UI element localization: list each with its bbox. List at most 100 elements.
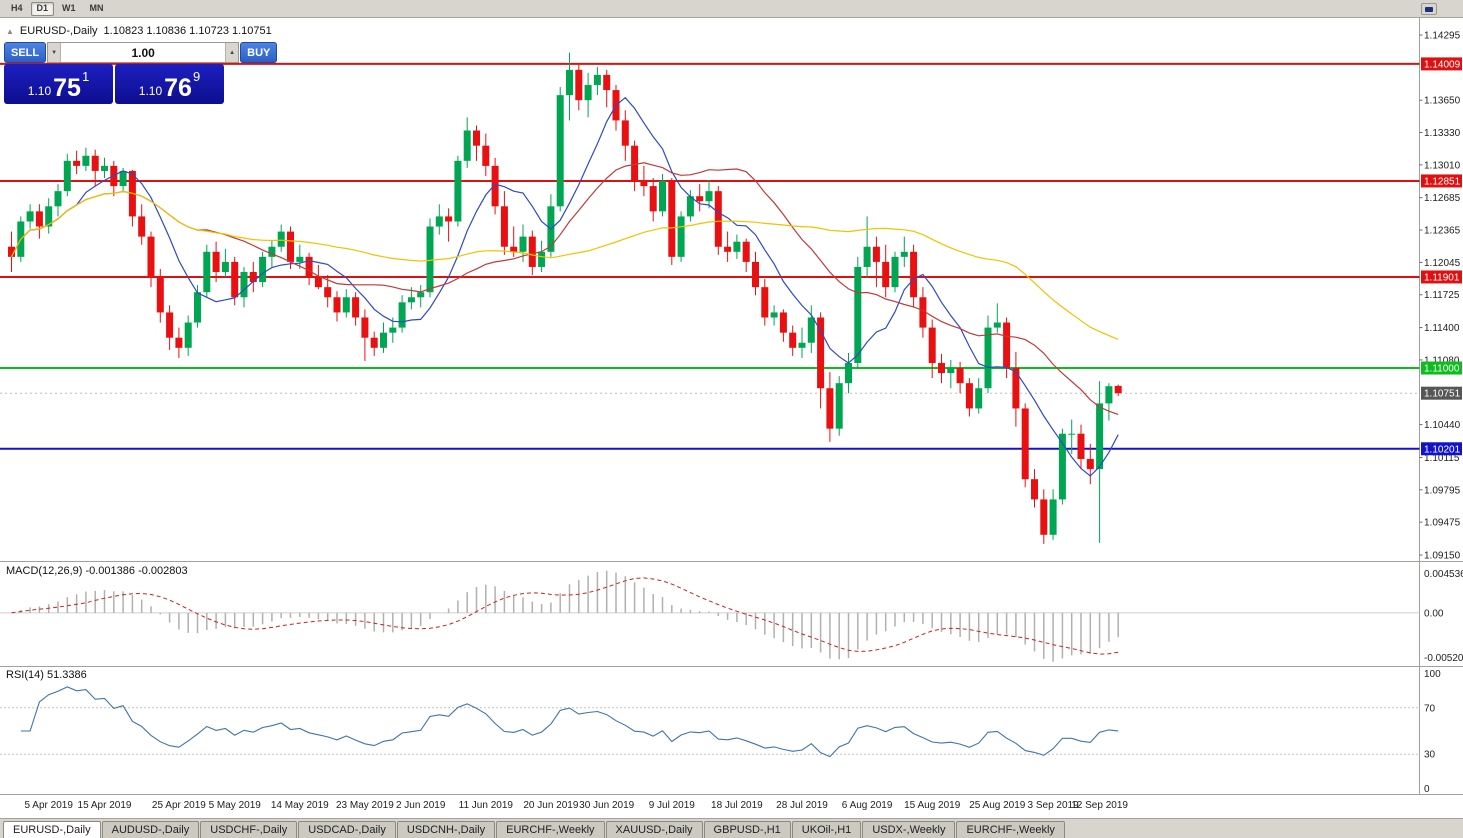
candle-body [826,388,834,429]
chart-tab-eurusd-daily[interactable]: EURUSD-,Daily [3,821,101,838]
candle-body [417,292,425,298]
price-tick-label: 1.09150 [1424,551,1461,562]
candle-body [296,256,304,262]
ask-price-panel[interactable]: 1.10 76 9 [115,64,224,104]
candle-body [900,251,908,257]
price-level-badge [1421,174,1462,188]
bid-price-panel[interactable]: 1.10 75 1 [4,64,113,104]
price-level-badge [1421,361,1462,375]
candle-body [528,236,536,267]
candle-body [407,297,415,303]
rsi-axis-label: 70 [1424,703,1436,714]
candle-body [342,297,350,313]
date-label: 30 Jun 2019 [579,800,634,811]
candle-body [538,251,546,267]
ask-price-big-digits: 76 [164,74,192,102]
candle-body [1012,368,1020,409]
chart-tab-gbpusd-h1[interactable]: GBPUSD-,H1 [703,821,791,838]
candle-body [779,312,787,333]
rsi-axis-label: 30 [1424,750,1436,761]
candle-body [389,327,397,333]
one-click-collapse-icon[interactable]: ▲ [6,26,14,36]
candle-body [938,362,945,374]
chart-window-button[interactable] [1421,3,1437,15]
candle-body [1049,499,1057,535]
volume-spinner: ▼ ▲ [47,42,240,63]
price-level-label: 1.10201 [1424,444,1461,455]
candle-body [249,272,257,283]
candle-body [240,272,248,298]
candle-body [519,236,527,252]
volume-decrease-button[interactable]: ▼ [48,43,62,62]
candle-body [184,322,192,348]
ask-price-pip-digit: 9 [192,69,201,84]
chart-tab-ukoil-h1[interactable]: UKOil-,H1 [791,821,862,838]
candle-body [314,277,322,288]
chart-tab-audusd-daily[interactable]: AUDUSD-,Daily [101,821,200,838]
date-label: 18 Jul 2019 [711,800,763,811]
candle-body [1068,433,1076,435]
candle-body [984,327,992,389]
candle-body [82,155,90,166]
chart-tab-usdchf-daily[interactable]: USDCHF-,Daily [200,821,298,838]
buy-button[interactable]: BUY [240,42,278,63]
rsi-axis-label: 0 [1424,784,1430,795]
chart-tab-usdcad-daily[interactable]: USDCAD-,Daily [298,821,396,838]
candle-body [54,191,62,207]
candle-body [8,246,15,257]
candle-body [872,246,880,262]
candle-body [370,337,378,348]
candle-body [733,241,741,252]
candle-body [482,145,490,166]
sell-button[interactable]: SELL [4,42,47,63]
price-level-badge [1421,442,1462,456]
chart-tab-xauusd-daily[interactable]: XAUUSD-,Daily [605,821,703,838]
candle-body [101,165,108,171]
timeframe-button-w1[interactable]: W1 [56,2,82,16]
timeframe-button-mn[interactable]: MN [84,2,110,16]
candle-body [575,69,583,101]
chart-tab-eurchf-weekly[interactable]: EURCHF-,Weekly [496,821,605,838]
rsi-indicator-label: RSI(14) 51.3386 [6,669,87,681]
candle-body [445,216,453,222]
price-level-badge [1421,270,1462,284]
timeframe-button-h4[interactable]: H4 [5,2,29,16]
volume-increase-button[interactable]: ▲ [225,43,239,62]
price-level-label: 1.11901 [1424,272,1460,283]
chart-tab-usdcnh-daily[interactable]: USDCNH-,Daily [396,821,496,838]
macd-signal-line [11,577,1119,655]
candle-body [621,120,629,146]
candle-body [835,383,843,429]
candle-body [910,251,918,298]
candle-body [380,332,387,348]
ask-price-prefix: 1.10 [138,84,163,98]
chart-tab-usdx-weekly[interactable]: USDX-,Weekly [862,821,956,838]
candle-body [175,337,183,348]
chart-symbol-period: EURUSD-,Daily [19,25,98,37]
candle-body [761,287,769,318]
chart-tabs-bar: EURUSD-,Daily AUDUSD-,Daily USDCHF-,Daily U… [0,818,1463,838]
candle-body [398,302,406,328]
candle-body [324,287,332,298]
macd-axis-label: 0.00 [1424,608,1444,619]
price-level-label: 1.10751 [1424,389,1461,400]
date-label: 25 Apr 2019 [152,800,206,811]
volume-input[interactable] [61,43,226,62]
chart-ohlc-values: 1.10823 1.10836 1.10723 1.10751 [103,25,272,37]
date-label: 2 Jun 2019 [396,800,446,811]
candle-body [947,368,955,374]
timeframe-button-d1[interactable]: D1 [30,1,55,16]
date-label: 25 Aug 2019 [969,800,1026,811]
candlestick-chart[interactable]: 1.14295 1.13650 1.13330 1.13010 1.12685 1.123… [0,18,1463,818]
timeframe-buttons: H4 D1 W1 MN [5,1,110,16]
candle-body [770,312,778,318]
price-tick-label: 1.11080 [1424,355,1460,366]
price-tick-label: 1.11725 [1424,290,1460,301]
date-label: 28 Jul 2019 [776,800,828,811]
bid-price-prefix: 1.10 [27,84,52,98]
candle-body [1021,408,1029,480]
price-tick-label: 1.13010 [1424,160,1461,171]
candle-body [1105,386,1113,404]
chart-tab-eurchf-weekly[interactable]: EURCHF-,Weekly [956,821,1065,838]
candle-body [603,74,611,91]
